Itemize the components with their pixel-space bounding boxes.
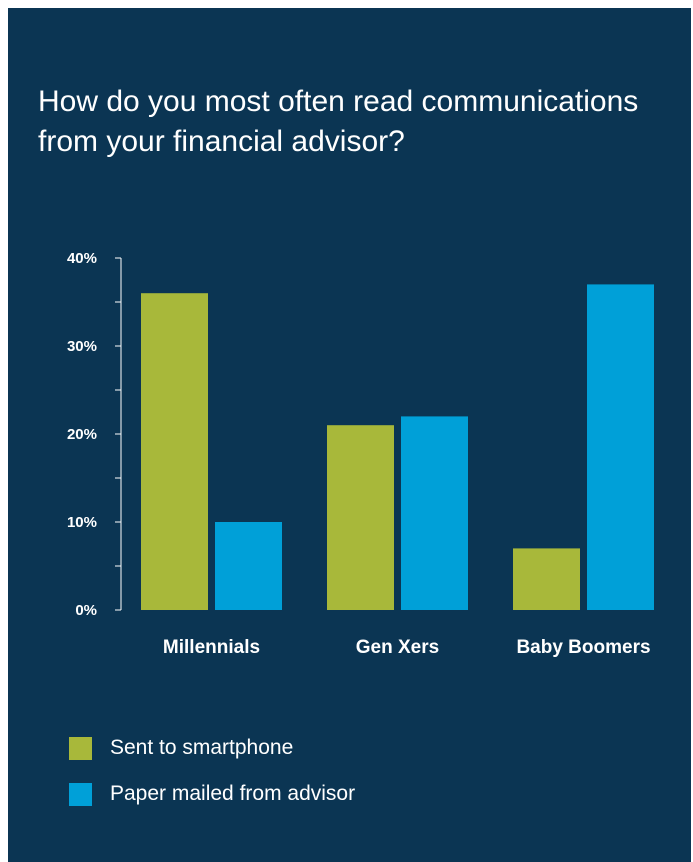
y-tick-label: 10%	[67, 514, 97, 531]
y-tick-label: 0%	[75, 602, 97, 619]
legend-item-smartphone: Sent to smartphone	[69, 725, 355, 771]
y-axis: 0% 10% 20% 30% 40%	[67, 250, 122, 619]
x-tick-label: Gen Xers	[356, 637, 439, 658]
legend-label-smartphone: Sent to smartphone	[110, 736, 294, 759]
legend-swatch-smartphone	[69, 736, 92, 760]
x-tick-label: Baby Boomers	[516, 637, 650, 658]
bar-paper-millennials	[215, 522, 282, 610]
y-tick-label: 40%	[67, 250, 97, 267]
bar-paper-baby-boomers	[587, 284, 654, 610]
bars	[141, 284, 654, 610]
bar-smartphone-millennials	[141, 293, 208, 610]
y-tick-label: 30%	[67, 338, 97, 355]
legend: Sent to smartphone Paper mailed from adv…	[69, 725, 355, 817]
legend-item-paper: Paper mailed from advisor	[69, 771, 355, 817]
y-tick-label: 20%	[67, 426, 97, 443]
bar-smartphone-baby-boomers	[513, 548, 580, 610]
x-tick-label: Millennials	[163, 637, 260, 658]
x-axis-labels: Millennials Gen Xers Baby Boomers	[163, 637, 651, 658]
bar-paper-gen-xers	[401, 416, 468, 610]
bar-smartphone-gen-xers	[327, 425, 394, 610]
chart-title: How do you most often read communication…	[38, 85, 639, 158]
legend-swatch-paper	[69, 782, 92, 806]
legend-label-paper: Paper mailed from advisor	[110, 782, 356, 805]
